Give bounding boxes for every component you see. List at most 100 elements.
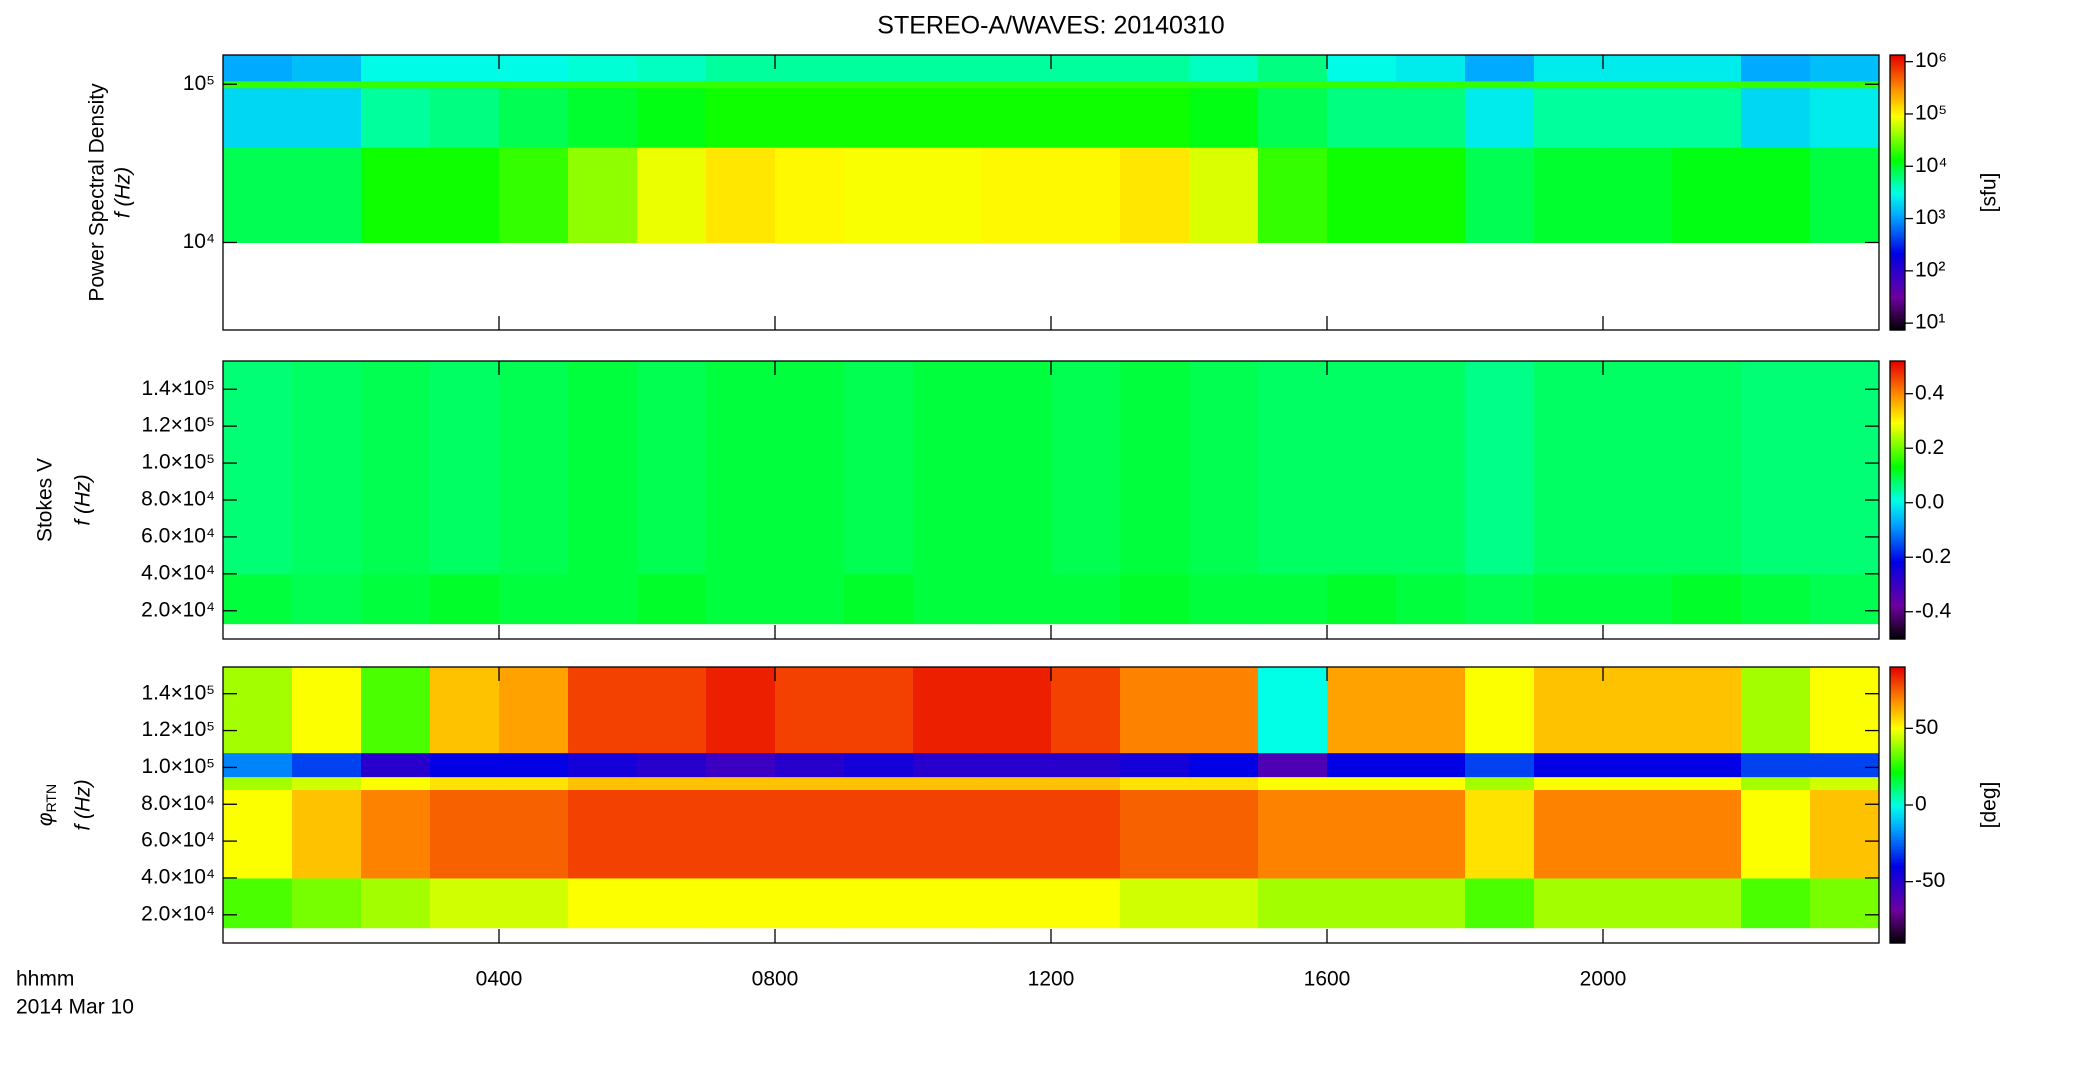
colorbar-swatch [1890, 594, 1905, 598]
y-tick-label: 1.0×10⁵ [141, 451, 215, 474]
cell [637, 789, 707, 879]
cell [1672, 55, 1742, 82]
colorbar-swatch [1890, 759, 1905, 762]
cell [568, 80, 638, 89]
cell [1120, 752, 1190, 778]
colorbar-tick-label: -0.2 [1915, 545, 1951, 568]
colorbar-swatch [1890, 372, 1905, 376]
cell [1051, 87, 1121, 148]
cell [1741, 667, 1811, 754]
cell [913, 87, 983, 148]
colorbar-swatch [1890, 527, 1905, 531]
cell [568, 55, 638, 82]
cell [361, 147, 431, 244]
colorbar-swatch [1890, 839, 1905, 843]
cell [982, 667, 1052, 754]
colorbar-swatch [1890, 608, 1905, 612]
colorbar-swatch [1890, 201, 1905, 205]
cell [775, 573, 845, 625]
colorbar-swatch [1890, 252, 1905, 255]
colorbar-swatch [1890, 703, 1905, 707]
cell [361, 361, 431, 575]
colorbar-swatch [1890, 567, 1905, 571]
colorbar-swatch [1890, 837, 1905, 841]
cell [1120, 147, 1190, 244]
colorbar-swatch [1890, 416, 1905, 420]
cell [568, 776, 638, 791]
colorbar-swatch [1890, 121, 1905, 125]
colorbar-swatch [1890, 144, 1905, 148]
colorbar-swatch [1890, 537, 1905, 540]
cell [913, 667, 983, 754]
cell [1465, 789, 1535, 879]
colorbar-swatch [1890, 940, 1905, 944]
colorbar-swatch [1890, 828, 1905, 831]
colorbar-swatch [1890, 756, 1905, 760]
colorbar-swatch [1890, 146, 1905, 150]
colorbar-swatch [1890, 834, 1905, 838]
colorbar-swatch [1890, 486, 1905, 490]
cell [775, 667, 845, 754]
cell [1603, 573, 1673, 625]
colorbar-swatch [1890, 300, 1905, 304]
colorbar-swatch [1890, 309, 1905, 313]
colorbar-swatch [1890, 564, 1905, 568]
colorbar-swatch [1890, 917, 1905, 921]
colorbar-swatch [1890, 139, 1905, 143]
cell [361, 55, 431, 82]
colorbar-swatch [1890, 611, 1905, 615]
x-label: hhmm [16, 968, 74, 991]
colorbar-frame [1889, 54, 1906, 331]
y-tick-label: 1.4×10⁵ [141, 377, 215, 400]
colorbar-swatch [1890, 560, 1905, 564]
colorbar-swatch [1890, 476, 1905, 480]
cell [1258, 80, 1328, 89]
colorbar-swatch [1890, 135, 1905, 139]
cell [430, 87, 500, 148]
colorbar-swatch [1890, 493, 1905, 496]
colorbar-swatch [1890, 112, 1905, 116]
cell [1741, 573, 1811, 625]
colorbar-tick-label: 50 [1915, 716, 1938, 739]
colorbar-swatch [1890, 432, 1905, 436]
colorbar-swatch [1890, 588, 1905, 591]
cell [292, 789, 362, 879]
colorbar-swatch [1890, 562, 1905, 566]
colorbar-swatch [1890, 516, 1905, 520]
cell [1258, 877, 1328, 929]
colorbar-swatch [1890, 618, 1905, 622]
cell [499, 752, 569, 778]
colorbar-swatch [1890, 736, 1905, 739]
cell [1810, 80, 1880, 89]
cell [361, 877, 431, 929]
cell [292, 147, 362, 244]
cell [1603, 789, 1673, 879]
colorbar-swatch [1890, 532, 1905, 536]
colorbar-swatch [1890, 915, 1905, 919]
cell [637, 667, 707, 754]
cell [1603, 877, 1673, 929]
colorbar-swatch [1890, 151, 1905, 155]
cell [1051, 573, 1121, 625]
colorbar-swatch [1890, 717, 1905, 721]
colorbar-swatch [1890, 167, 1905, 171]
colorbar-swatch [1890, 713, 1905, 716]
cell [568, 752, 638, 778]
cell [1741, 789, 1811, 879]
colorbar-swatch [1890, 844, 1905, 847]
cell [1327, 877, 1397, 929]
colorbar-swatch [1890, 398, 1905, 401]
colorbar-swatch [1890, 768, 1905, 772]
colorbar-swatch [1890, 671, 1905, 675]
cell [1465, 361, 1535, 575]
colorbar-swatch [1890, 187, 1905, 191]
colorbar-swatch [1890, 920, 1905, 923]
cell [1051, 667, 1121, 754]
colorbar-swatch [1890, 793, 1905, 797]
y-tick-label: 1.2×10⁵ [141, 718, 215, 741]
colorbar-swatch [1890, 740, 1905, 744]
colorbar-swatch [1890, 226, 1905, 230]
cell [361, 80, 431, 89]
colorbar-swatch [1890, 777, 1905, 781]
